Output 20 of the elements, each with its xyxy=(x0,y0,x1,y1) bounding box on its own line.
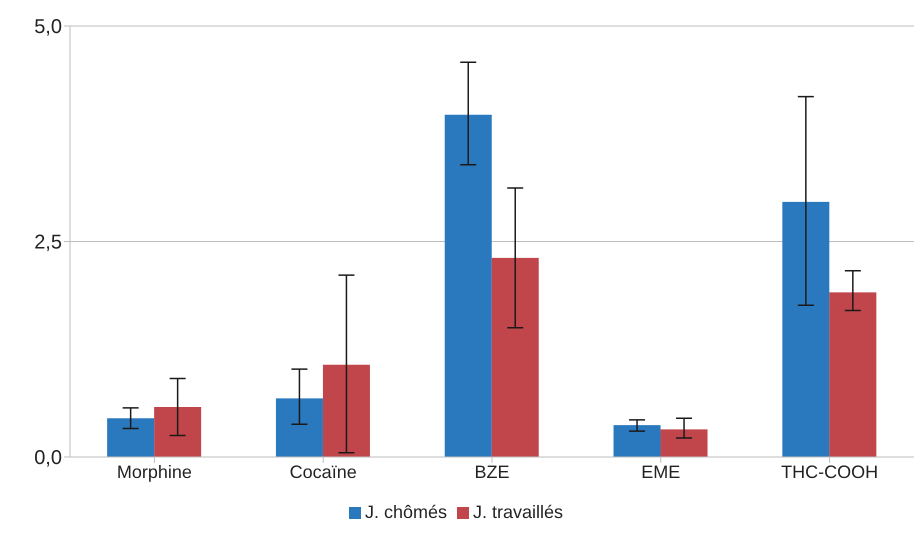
x-tick-label: THC-COOH xyxy=(781,462,878,482)
x-tick-label: BZE xyxy=(474,462,510,482)
bar xyxy=(107,418,154,457)
bar xyxy=(782,202,830,457)
y-tick-label: 2,5 xyxy=(34,232,62,254)
bar xyxy=(322,364,370,457)
bar xyxy=(660,429,708,457)
bar xyxy=(829,292,876,457)
y-tick-label: 0,0 xyxy=(34,447,62,470)
x-tick-label: EME xyxy=(641,462,680,482)
y-tick-label: 5,0 xyxy=(34,16,62,38)
bar xyxy=(492,258,539,457)
legend-label: J. travaillés xyxy=(473,502,564,522)
x-tick-label: Cocaïne xyxy=(290,462,357,482)
x-tick-label: Morphine xyxy=(116,462,192,482)
bar xyxy=(154,407,202,457)
bar xyxy=(444,114,492,457)
bar xyxy=(614,425,661,457)
bar xyxy=(276,398,323,457)
legend-label: J. chômés xyxy=(364,502,447,522)
